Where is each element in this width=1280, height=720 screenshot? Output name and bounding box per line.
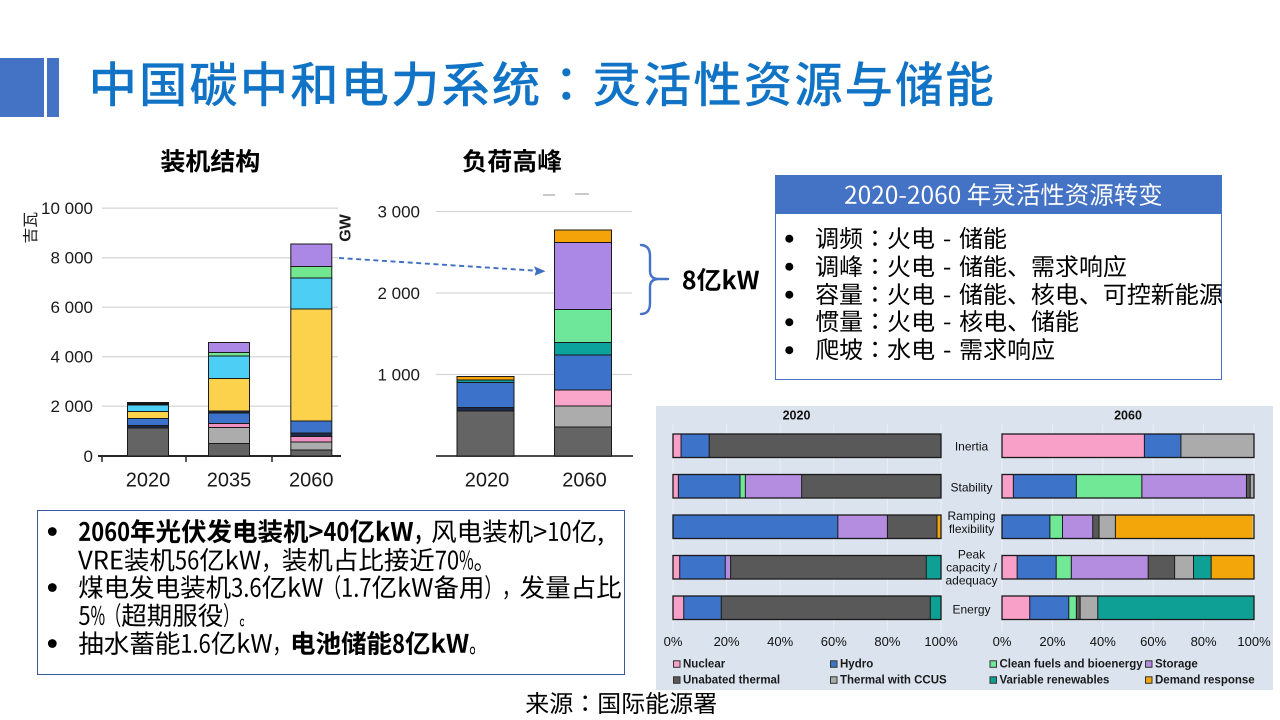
svg-text:6 000: 6 000	[50, 298, 93, 317]
svg-text:capacity /: capacity /	[946, 560, 997, 574]
svg-text:0%: 0%	[993, 634, 1012, 649]
svg-text:Nuclear: Nuclear	[683, 658, 726, 670]
svg-text:Peak: Peak	[958, 547, 986, 561]
svg-text:GW: GW	[338, 213, 355, 241]
svg-text:60%: 60%	[1140, 634, 1166, 649]
svg-text:2020: 2020	[465, 470, 510, 492]
svg-text:20%: 20%	[714, 634, 740, 649]
svg-text:Energy: Energy	[952, 602, 990, 616]
svg-text:60%: 60%	[821, 634, 847, 649]
svg-text:80%: 80%	[1191, 634, 1217, 649]
svg-text:adequacy: adequacy	[945, 573, 997, 587]
svg-text:100%: 100%	[924, 634, 958, 649]
svg-text:40%: 40%	[1090, 634, 1116, 649]
svg-text:2060: 2060	[289, 470, 334, 492]
svg-text:40%: 40%	[767, 634, 793, 649]
svg-text:8 000: 8 000	[50, 249, 93, 268]
svg-text:2020: 2020	[126, 470, 171, 492]
svg-text:2020: 2020	[783, 408, 811, 422]
svg-text:20%: 20%	[1039, 634, 1065, 649]
svg-text:Inertia: Inertia	[955, 439, 989, 453]
svg-text:2060: 2060	[1114, 408, 1142, 422]
svg-text:4 000: 4 000	[50, 348, 93, 367]
svg-text:80%: 80%	[874, 634, 900, 649]
svg-text:10 000: 10 000	[41, 199, 93, 218]
svg-text:2 000: 2 000	[50, 397, 93, 416]
svg-text:Unabated thermal: Unabated thermal	[683, 674, 780, 686]
svg-text:2 000: 2 000	[377, 284, 420, 303]
svg-text:Storage: Storage	[1155, 658, 1198, 670]
svg-text:Stability: Stability	[950, 480, 992, 494]
svg-text:2060: 2060	[562, 470, 607, 492]
svg-text:0: 0	[84, 447, 93, 466]
svg-text:3 000: 3 000	[377, 203, 420, 222]
svg-text:0%: 0%	[664, 634, 683, 649]
svg-text:Clean fuels and bioenergy: Clean fuels and bioenergy	[1000, 658, 1144, 670]
svg-text:Demand response: Demand response	[1155, 674, 1255, 686]
svg-text:flexibility: flexibility	[949, 522, 994, 536]
svg-text:Thermal with CCUS: Thermal with CCUS	[840, 674, 947, 686]
svg-text:2035: 2035	[207, 470, 252, 492]
svg-text:Variable renewables: Variable renewables	[1000, 674, 1110, 686]
svg-text:100%: 100%	[1237, 634, 1271, 649]
svg-text:1 000: 1 000	[377, 366, 420, 385]
svg-text:Hydro: Hydro	[840, 658, 873, 670]
svg-text:Ramping: Ramping	[947, 509, 995, 523]
